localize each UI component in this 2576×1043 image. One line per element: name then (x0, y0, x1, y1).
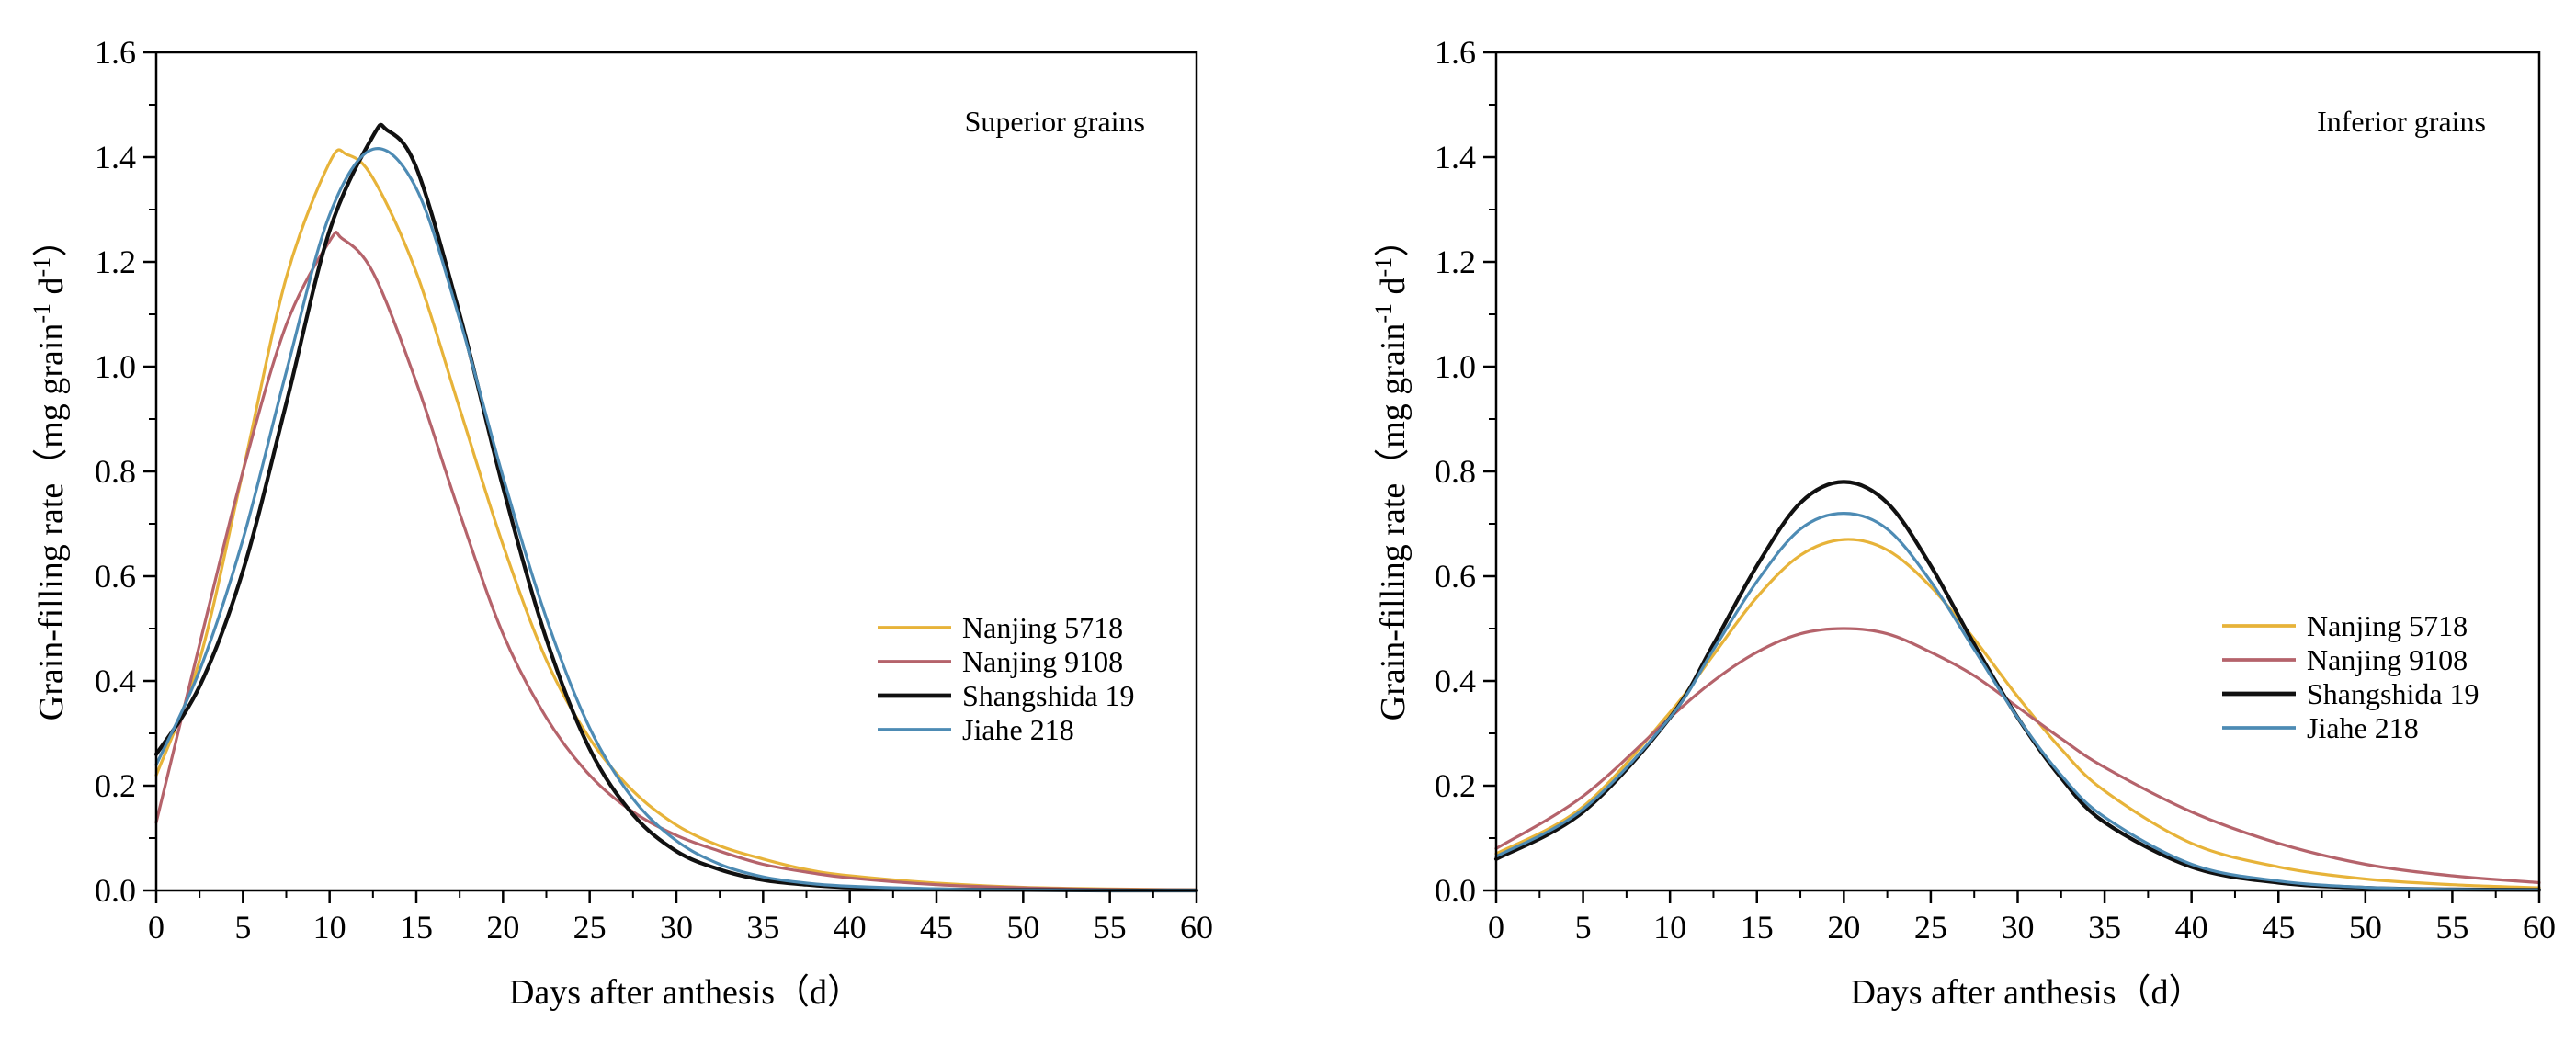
x-tick-label: 50 (2349, 909, 2382, 946)
x-tick-label: 45 (2262, 909, 2295, 946)
legend-label: Nanjing 9108 (2307, 643, 2468, 676)
x-axis: 0 5 10 15 20 25 30 35 40 45 50 55 60 (148, 890, 1213, 946)
series-line-nanjing-9108 (1494, 627, 2541, 885)
x-tick-label: 60 (1180, 909, 1213, 946)
x-tick-label: 10 (313, 909, 346, 946)
y-tick-label: 1.6 (1435, 34, 1476, 71)
y-axis: 0.0 0.2 0.4 0.6 0.8 1.0 1.2 1.4 1.6 (95, 34, 156, 909)
legend-label: Shangshida 19 (2307, 677, 2480, 710)
series-group (1493, 480, 2542, 892)
y-tick-label: 0.4 (1435, 663, 1476, 699)
x-tick-label: 25 (1914, 909, 1947, 946)
y-tick-label: 0.4 (95, 663, 136, 699)
y-axis-title-end: ） (1374, 222, 1413, 257)
x-tick-label: 35 (2088, 909, 2121, 946)
y-tick-label: 0.8 (95, 453, 136, 490)
y-axis: 0.0 0.2 0.4 0.6 0.8 1.0 1.2 1.4 1.6 (1435, 34, 1496, 909)
y-axis-title-mid: d (32, 277, 71, 303)
x-tick-label: 30 (2002, 909, 2035, 946)
series-line-jiahe-218 (154, 147, 1198, 892)
y-tick-label: 0.2 (1435, 767, 1476, 804)
legend-label: Shangshida 19 (962, 679, 1135, 712)
y-axis-title-end: ） (32, 222, 71, 257)
x-tick-label: 40 (834, 909, 867, 946)
x-tick-label: 30 (660, 909, 693, 946)
y-axis-title-sup2: -1 (28, 257, 55, 278)
x-tick-label: 0 (1488, 909, 1504, 946)
series-line-nanjing-5718 (154, 148, 1198, 891)
x-tick-label: 35 (746, 909, 779, 946)
x-tick-label: 20 (486, 909, 519, 946)
chart-panel-2: 0 5 10 15 20 25 30 35 40 45 50 55 60 0.0 0.2 0.4 0.6 0.8 1… (1370, 34, 2556, 1012)
plot-frame (1494, 51, 2541, 892)
x-tick-label: 60 (2523, 909, 2556, 946)
x-tick-label: 0 (148, 909, 165, 946)
x-tick-label: 10 (1653, 909, 1686, 946)
x-tick-label: 50 (1006, 909, 1039, 946)
x-tick-label: 15 (400, 909, 433, 946)
series-line-jiahe-218 (1494, 512, 2541, 891)
y-tick-label: 0.2 (95, 767, 136, 804)
y-tick-label: 1.0 (1435, 348, 1476, 385)
x-tick-label: 55 (1094, 909, 1127, 946)
legend-label: Nanjing 5718 (2307, 609, 2468, 642)
y-tick-label: 1.4 (95, 139, 136, 176)
chart-panel-1: 0 5 10 15 20 25 30 35 40 45 50 55 60 0.0 0.2 0.4 0.6 0.8 1… (28, 34, 1213, 1012)
y-tick-label: 0.0 (95, 872, 136, 909)
x-axis: 0 5 10 15 20 25 30 35 40 45 50 55 60 (1488, 890, 2556, 946)
series-line-shangshida-19 (153, 122, 1199, 893)
x-axis-title: Days after anthesis（d） (1850, 973, 2203, 1012)
y-axis-title: Grain-filling rate（mg grain-1 d-1） (1370, 222, 1413, 721)
panel-annotation: Inferior grains (2317, 105, 2486, 138)
y-tick-label: 0.8 (1435, 453, 1476, 490)
x-tick-label: 5 (234, 909, 251, 946)
y-axis-title-main: Grain-filling rate（mg grain (1374, 323, 1413, 721)
x-tick-label: 55 (2435, 909, 2468, 946)
legend-label: Nanjing 5718 (962, 611, 1123, 644)
panel-annotation: Superior grains (965, 105, 1145, 138)
y-tick-label: 0.0 (1435, 872, 1476, 909)
legend-label: Jiahe 218 (962, 713, 1074, 746)
x-tick-label: 25 (573, 909, 607, 946)
x-tick-label: 20 (1827, 909, 1860, 946)
y-tick-label: 0.6 (1435, 558, 1476, 595)
plot-frame (154, 51, 1198, 892)
y-tick-label: 1.2 (95, 244, 136, 280)
x-tick-label: 5 (1575, 909, 1592, 946)
y-tick-label: 1.2 (1435, 244, 1476, 280)
y-tick-label: 0.6 (95, 558, 136, 595)
y-axis-title-sup1: -1 (28, 303, 55, 323)
y-tick-label: 1.4 (1435, 139, 1476, 176)
series-line-nanjing-9108 (154, 231, 1198, 891)
x-tick-label: 40 (2175, 909, 2208, 946)
y-axis-title-sup1: -1 (1370, 303, 1397, 323)
x-tick-label: 45 (920, 909, 953, 946)
legend-label: Nanjing 9108 (962, 645, 1123, 678)
x-axis-title: Days after anthesis（d） (509, 973, 862, 1012)
y-axis-title-main: Grain-filling rate（mg grain (32, 323, 71, 721)
y-axis-title-sup2: -1 (1370, 257, 1397, 278)
y-tick-label: 1.0 (95, 348, 136, 385)
x-tick-label: 15 (1741, 909, 1774, 946)
series-group (153, 122, 1199, 893)
y-tick-label: 1.6 (95, 34, 136, 71)
y-axis-title: Grain-filling rate（mg grain-1 d-1） (28, 222, 71, 721)
legend-label: Jiahe 218 (2307, 711, 2419, 744)
y-axis-title-mid: d (1374, 277, 1413, 303)
